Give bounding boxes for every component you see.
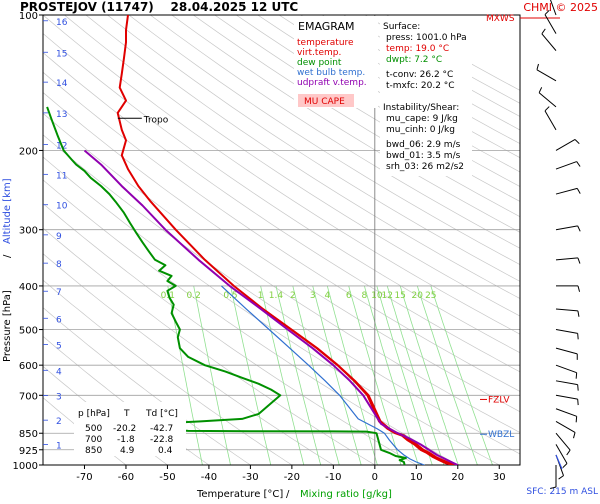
y-tick-label: 100: [19, 11, 38, 22]
altitude-label: 5: [56, 342, 62, 352]
stats-row-500-td: -42.7: [150, 424, 173, 434]
mxws-label: MXWS: [486, 14, 515, 24]
x-tick-label: 30: [493, 472, 506, 483]
altitude-label: 11: [56, 171, 67, 181]
stats-header-td: Td [°C]: [145, 409, 178, 419]
y-tick-label: 300: [19, 226, 38, 237]
surface-heading: Surface:: [383, 22, 420, 32]
stats-header-p: p [hPa]: [78, 409, 110, 419]
altitude-label: 9: [56, 232, 62, 242]
wind-barb-feather: [578, 333, 579, 339]
wind-barb-feather: [578, 385, 579, 391]
stats-row-850-td: 0.4: [158, 446, 173, 456]
mixing-ratio-label: 1: [258, 291, 264, 301]
surface-tconv: t-conv: 26.2 °C: [386, 70, 453, 80]
instability-bwd01: bwd_01: 3.5 m/s: [386, 151, 461, 161]
stats-row-500-t: -20.2: [113, 424, 136, 434]
surface-tmxfc: t-mxfc: 20.2 °C: [386, 81, 455, 91]
instability-mu-cinh: mu_cinh: 0 J/kg: [386, 125, 455, 135]
legend-dew-point: dew point: [297, 58, 342, 68]
altitude-label: 8: [56, 260, 62, 270]
surface-press: press: 1001.0 hPa: [386, 33, 467, 43]
stats-row-700-p: 700: [85, 435, 102, 445]
tropo-label: Tropo: [143, 115, 169, 125]
mixing-ratio-label: 3: [310, 291, 316, 301]
x-tick-label: -40: [201, 472, 217, 483]
x-tick-label: 10: [410, 472, 423, 483]
stats-row-700-td: -22.8: [150, 435, 174, 445]
stats-row-850-p: 850: [85, 446, 102, 456]
wbzl-label: WBZL: [488, 430, 514, 440]
mixing-ratio-label: 12: [381, 291, 392, 301]
y-tick-label: 600: [19, 361, 38, 372]
altitude-label: 1: [56, 441, 62, 451]
y-tick-label: 850: [19, 429, 38, 440]
altitude-label: 13: [56, 110, 67, 120]
stats-row-850-t: 4.9: [120, 446, 135, 456]
mixing-ratio-label: 1.4: [269, 291, 284, 301]
mixing-ratio-label: 2: [290, 291, 296, 301]
y-tick-label: 400: [19, 282, 38, 293]
x-tick-label: -60: [118, 472, 134, 483]
legend-temperature: temperature: [297, 38, 354, 48]
y-axis-label-pressure: Pressure [hPa]: [2, 290, 13, 362]
y-axis-label-altitude: Altitude [km]: [2, 178, 13, 244]
stats-row-700-t: -1.8: [117, 435, 135, 445]
x-tick-label: -50: [159, 472, 175, 483]
altitude-label: 7: [56, 288, 62, 298]
x-tick-label: -10: [325, 472, 341, 483]
mixing-ratio-label: 0.2: [187, 291, 201, 301]
stats-header-t: T: [123, 409, 130, 419]
altitude-label: 4: [56, 367, 62, 377]
mixing-ratio-label: 20: [412, 291, 424, 301]
x-tick-label: -30: [242, 472, 258, 483]
chart-header-title: PROSTEJOV (11747) 28.04.2025 12 UTC: [20, 0, 298, 14]
y-tick-label: 500: [19, 326, 38, 337]
x-tick-label: -20: [284, 472, 300, 483]
altitude-label: 16: [56, 18, 68, 28]
mu-cape-label: MU CAPE: [304, 97, 345, 107]
altitude-label: 2: [56, 417, 62, 427]
surface-dwpt: dwpt: 7.2 °C: [386, 55, 442, 65]
x-axis-label-temperature: Temperature [°C]: [196, 489, 283, 500]
y-tick-label: 700: [19, 391, 38, 402]
altitude-label: 10: [56, 202, 68, 212]
altitude-label: 15: [56, 49, 67, 59]
instability-bwd06: bwd_06: 2.9 m/s: [386, 140, 461, 150]
sfc-label: SFC: 215 m ASL: [526, 487, 598, 497]
instability-heading: Instability/Shear:: [383, 103, 459, 113]
wind-barb-feather: [576, 416, 577, 422]
mixing-ratio-label: 25: [425, 291, 436, 301]
mixing-ratio-label: 8: [361, 291, 367, 301]
legend-wet-bulb: wet bulb temp.: [297, 68, 365, 78]
instability-srh03: srh_03: 26 m2/s2: [386, 162, 464, 172]
y-tick-label: 1000: [13, 461, 38, 472]
y-tick-label: 925: [19, 446, 38, 457]
credit-label: CHMI © 2025: [523, 1, 598, 14]
mixing-ratio-label: 6: [346, 291, 352, 301]
instability-mu-cape: mu_cape: 9 J/kg: [386, 114, 458, 124]
legend-updraft: udpraft v.temp.: [297, 78, 367, 88]
wind-barb-feather: [576, 373, 577, 379]
chart-title: EMAGRAM: [298, 20, 355, 33]
wind-barb-feather: [578, 399, 579, 405]
mixing-ratio-label: 15: [394, 291, 405, 301]
y-tick-label: 200: [19, 146, 38, 157]
fzlv-label: FZLV: [488, 395, 510, 405]
altitude-label: 14: [56, 79, 68, 89]
x-tick-label: 0: [372, 472, 378, 483]
mixing-ratio-label: 4: [324, 291, 330, 301]
legend-virt-temp: virt.temp.: [297, 48, 341, 58]
altitude-label: 6: [56, 315, 62, 325]
surface-temp: temp: 19.0 °C: [386, 44, 449, 54]
x-tick-label: 20: [451, 472, 464, 483]
x-tick-label: -70: [76, 472, 92, 483]
stats-row-500-p: 500: [85, 424, 102, 434]
altitude-label: 3: [56, 393, 62, 403]
x-axis-label-mixing: Mixing ratio [g/kg]: [300, 489, 392, 500]
